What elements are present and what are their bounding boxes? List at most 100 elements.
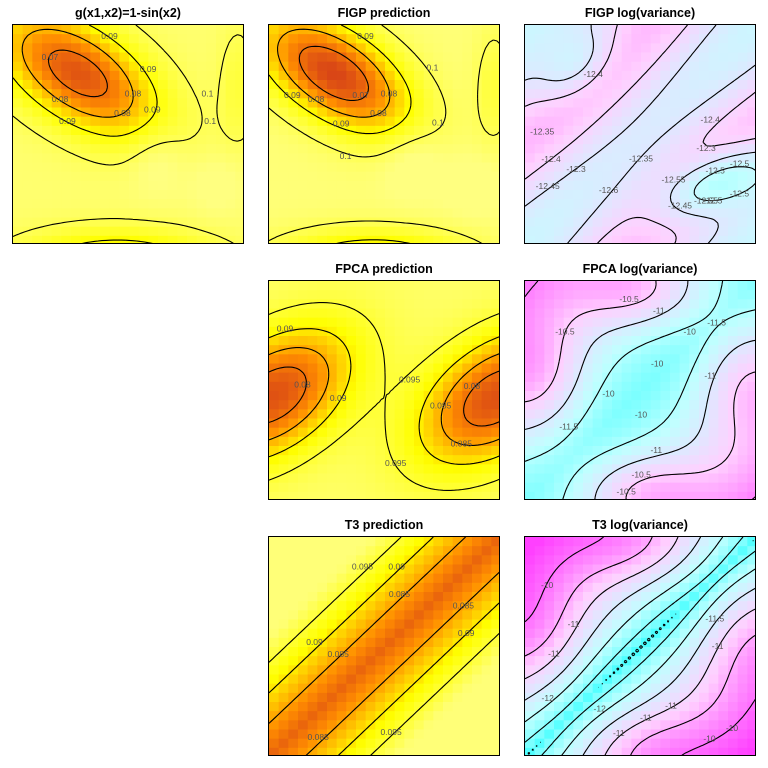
heatmap-cell xyxy=(472,372,483,383)
heatmap-cell xyxy=(462,555,473,566)
heatmap-cell xyxy=(42,217,53,228)
heatmap-cell xyxy=(621,281,632,291)
heatmap-cell xyxy=(80,43,91,54)
heatmap-cell xyxy=(452,199,463,209)
heatmap-cell xyxy=(737,656,748,666)
heatmap-cell xyxy=(737,702,748,712)
contour-line xyxy=(269,537,499,755)
heatmap-cell xyxy=(327,281,338,291)
heatmap-cell xyxy=(288,199,299,209)
heatmap-cell xyxy=(452,290,463,300)
heatmap-cell xyxy=(22,43,33,54)
heatmap-cell xyxy=(196,43,207,54)
heatmap-cell xyxy=(278,610,289,621)
heatmap-cell xyxy=(394,702,405,712)
heatmap-cell xyxy=(554,281,565,291)
heatmap-cell xyxy=(472,537,483,547)
heatmap-cell xyxy=(404,619,415,630)
heatmap-cell xyxy=(650,162,661,173)
heatmap-cell xyxy=(544,491,555,499)
heatmap-cell xyxy=(660,153,671,164)
heatmap-cell xyxy=(481,564,492,575)
heatmap-cell xyxy=(670,720,681,731)
heatmap-cell xyxy=(235,61,243,72)
heatmap-cell xyxy=(544,683,555,694)
heatmap-cell xyxy=(433,70,444,81)
heatmap-cell xyxy=(708,308,719,319)
heatmap-cell xyxy=(61,199,72,209)
heatmap-cell xyxy=(187,144,198,154)
heatmap-cell xyxy=(728,491,739,499)
heatmap-cell xyxy=(592,107,603,118)
heatmap-cell xyxy=(679,674,690,685)
heatmap-cell xyxy=(138,217,149,228)
heatmap-cell xyxy=(177,162,188,173)
heatmap-cell xyxy=(708,464,719,475)
heatmap-cell xyxy=(327,162,338,173)
heatmap-cell xyxy=(433,125,444,136)
heatmap-cell xyxy=(288,299,299,310)
heatmap-cell xyxy=(718,409,729,420)
heatmap-cell xyxy=(481,317,492,328)
heatmap-cell xyxy=(13,34,24,44)
heatmap-cell xyxy=(747,537,755,547)
heatmap-cell xyxy=(42,199,53,209)
heatmap-cell xyxy=(278,436,289,447)
heatmap-cell xyxy=(317,747,328,755)
heatmap-cell xyxy=(375,720,386,731)
heatmap-cell xyxy=(554,601,565,611)
heatmap-cell xyxy=(679,25,690,35)
heatmap-cell xyxy=(641,299,652,310)
contour-label: -11 xyxy=(712,641,724,651)
heatmap-cell xyxy=(443,400,454,410)
heatmap-cell xyxy=(423,637,434,648)
heatmap-cell xyxy=(563,546,574,556)
heatmap-cell xyxy=(679,345,690,355)
heatmap-cell xyxy=(288,135,299,145)
heatmap-cell xyxy=(433,692,444,703)
heatmap-cell xyxy=(621,436,632,447)
heatmap-cell xyxy=(80,80,91,90)
heatmap-cell xyxy=(404,199,415,209)
heatmap-cell xyxy=(327,153,338,164)
heatmap-cell xyxy=(90,116,101,127)
heatmap-cell xyxy=(404,372,415,383)
heatmap-cell xyxy=(365,171,376,182)
heatmap-cell xyxy=(737,628,748,639)
heatmap-cell xyxy=(317,455,328,465)
heatmap-cell xyxy=(525,381,536,392)
heatmap-cell xyxy=(481,171,492,182)
heatmap-cell xyxy=(660,436,671,447)
heatmap-cell xyxy=(525,199,536,209)
heatmap-cell xyxy=(708,592,719,602)
heatmap-cell xyxy=(71,125,82,136)
heatmap-cell xyxy=(225,98,236,109)
heatmap-cell xyxy=(13,52,24,63)
heatmap-cell xyxy=(621,208,632,219)
heatmap-cell xyxy=(298,336,309,346)
heatmap-cell xyxy=(365,647,376,657)
heatmap-cell xyxy=(404,418,415,429)
heatmap-cell xyxy=(423,199,434,209)
heatmap-cell xyxy=(534,354,545,365)
heatmap-cell xyxy=(641,711,652,721)
heatmap-cell xyxy=(670,235,681,243)
heatmap-cell xyxy=(481,674,492,685)
heatmap-cell xyxy=(689,555,700,566)
heatmap-cell xyxy=(670,226,681,237)
heatmap-cell xyxy=(346,720,357,731)
heatmap-cell xyxy=(317,555,328,566)
heatmap-cell xyxy=(433,381,444,392)
heatmap-cell xyxy=(612,171,623,182)
heatmap-cell xyxy=(631,162,642,173)
heatmap-cell xyxy=(621,363,632,374)
heatmap-cell xyxy=(336,125,347,136)
heatmap-cell xyxy=(737,674,748,685)
heatmap-cell xyxy=(167,34,178,44)
heatmap-cell xyxy=(32,199,43,209)
heatmap-cell xyxy=(452,70,463,81)
heatmap-cell xyxy=(278,582,289,593)
heatmap-cell xyxy=(481,25,492,35)
heatmap-cell xyxy=(650,43,661,54)
heatmap-cell xyxy=(13,208,24,219)
